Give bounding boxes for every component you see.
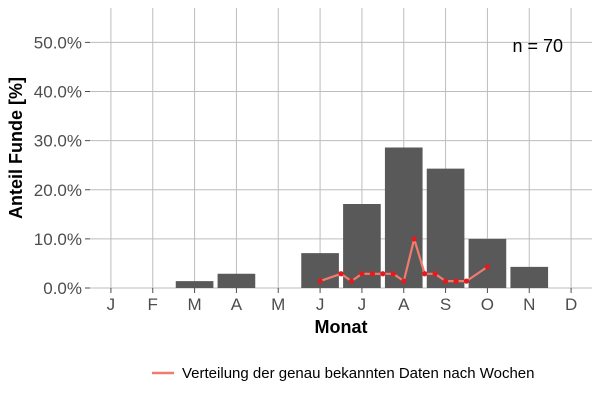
y-tick-label-2: 20.0%: [34, 181, 82, 200]
x-tick-label-3: A: [231, 295, 243, 314]
overlay-point-5: [380, 271, 386, 277]
x-tick-label-11: D: [565, 295, 577, 314]
x-tick-label-10: N: [523, 295, 535, 314]
overlay-point-3: [359, 271, 365, 277]
y-tick-label-1: 10.0%: [34, 230, 82, 249]
overlay-point-14: [484, 264, 491, 270]
overlay-point-12: [453, 278, 459, 284]
overlay-point-1: [338, 271, 344, 277]
y-tick-label-5: 50.0%: [34, 33, 82, 52]
overlay-point-0: [317, 278, 323, 284]
y-tick-label-3: 30.0%: [34, 132, 82, 151]
overlay-point-13: [463, 278, 470, 284]
overlay-point-10: [432, 271, 438, 277]
x-tick-label-9: O: [481, 295, 494, 314]
overlay-point-9: [422, 271, 428, 277]
x-tick-label-8: S: [440, 295, 451, 314]
x-tick-label-2: M: [187, 295, 201, 314]
y-tick-label-4: 40.0%: [34, 83, 82, 102]
x-tick-label-6: J: [358, 295, 367, 314]
bar-7: [384, 147, 423, 288]
x-axis-title: Monat: [315, 317, 368, 337]
overlay-point-8: [411, 236, 417, 242]
legend: Verteilung der genau bekannten Daten nac…: [152, 365, 535, 382]
bar-8: [426, 168, 465, 288]
overlay-line: [317, 236, 491, 284]
overlay-point-7: [401, 278, 407, 284]
tick-labels: 0.0% 10.0% 20.0% 30.0% 40.0% 50.0% J F M A M J J A S O N…: [34, 33, 577, 314]
bar-2: [175, 281, 214, 288]
bar-9: [468, 238, 507, 288]
overlay-point-6: [390, 271, 396, 277]
x-tick-label-4: M: [271, 295, 285, 314]
y-axis-title: Anteil Funde [%]: [6, 77, 26, 219]
y-tick-label-0: 0.0%: [43, 279, 82, 298]
x-tick-label-7: A: [398, 295, 410, 314]
sample-size-annotation: n = 70: [512, 36, 563, 56]
bar-3: [217, 273, 256, 288]
overlay-point-2: [348, 278, 355, 284]
overlay-point-4: [369, 271, 375, 277]
legend-label: Verteilung der genau bekannten Daten nac…: [182, 365, 535, 382]
x-tick-label-1: F: [148, 295, 158, 314]
overlay-point-11: [442, 278, 449, 284]
x-tick-label-0: J: [107, 295, 116, 314]
x-tick-label-5: J: [316, 295, 325, 314]
bar-10: [510, 266, 549, 288]
